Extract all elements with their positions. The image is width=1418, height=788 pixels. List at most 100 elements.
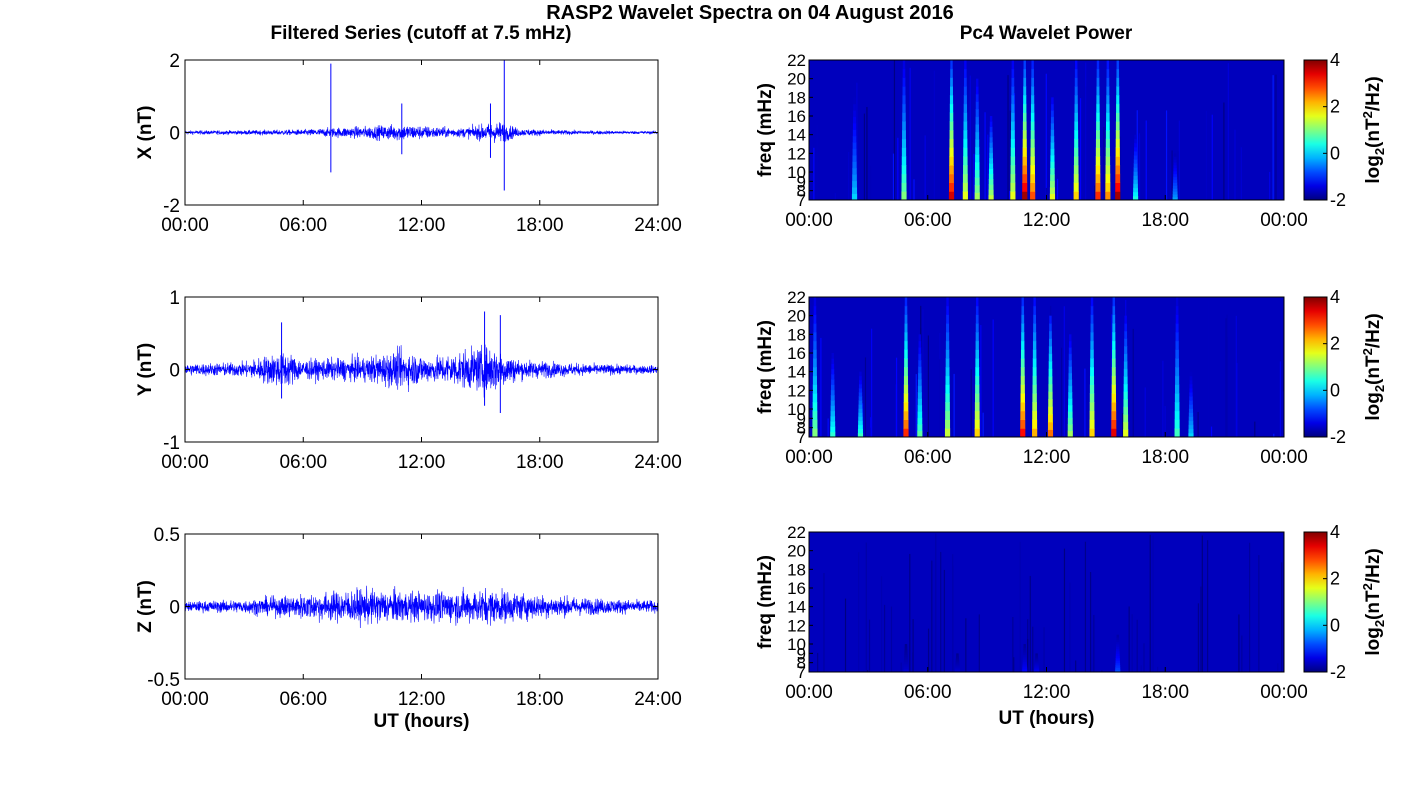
heatmap-streak-15 (1133, 191, 1139, 197)
heatmap-faint-cell (939, 359, 941, 437)
heatmap-streak-3 (1022, 661, 1027, 664)
x-tick-label: 00:00 (1260, 682, 1308, 703)
heatmap-streak-9 (1032, 428, 1038, 437)
heatmap-streak-1 (853, 97, 856, 105)
heatmap-streak-13 (1111, 393, 1117, 403)
heatmap-faint-cell (1281, 562, 1283, 672)
heatmap-streak-2 (830, 384, 835, 391)
y-tick-label: 0 (169, 598, 180, 619)
heatmap-streak-16 (1188, 420, 1194, 426)
heatmap-streak-14 (1123, 399, 1128, 408)
heatmap-streak-14 (1123, 414, 1129, 423)
heatmap-panel-2: 00:00 06:00 12:00 18:00 00:00222018161412109… (755, 287, 1387, 468)
colorbar-tick-label: -2 (1330, 662, 1346, 682)
y-tick-label: 7 (797, 663, 806, 682)
heatmap-streak-7 (975, 332, 979, 342)
heatmap-streak-2 (956, 654, 959, 657)
heatmap-streak-2 (831, 368, 835, 375)
heatmap-streak-9 (1030, 182, 1036, 192)
heatmap-streak-4 (963, 103, 968, 113)
heatmap-streak-3 (858, 424, 863, 430)
heatmap-streak-4 (904, 340, 908, 350)
heatmap-streak-14 (1123, 406, 1128, 415)
heatmap-streak-6 (989, 126, 993, 133)
heatmap-streak-16 (1172, 188, 1178, 192)
heatmap-faint-cell (1110, 314, 1113, 437)
heatmap-faint-cell (1226, 314, 1228, 437)
heatmap-faint-cell (848, 152, 850, 200)
heatmap-streak-4 (1034, 662, 1039, 665)
heatmap-streak-5 (975, 109, 979, 118)
heatmap-streak-14 (1115, 147, 1120, 157)
heatmap-faint-cell (1094, 110, 1097, 200)
heatmap-streak-9 (1032, 340, 1037, 350)
heatmap-streak-13 (1112, 349, 1116, 359)
heatmap-streak-4 (962, 173, 968, 183)
heatmap-streak-1 (852, 148, 857, 156)
y-tick-label: 9 (797, 644, 806, 663)
heatmap-streak-5 (975, 124, 979, 133)
colorbar (1303, 296, 1328, 438)
heatmap-streak-16 (1188, 424, 1194, 430)
heatmap-streak-6 (945, 384, 950, 394)
heatmap-streak-5 (975, 146, 980, 155)
heatmap-faint-cell (1277, 663, 1279, 672)
heatmap-streak-16 (1173, 170, 1177, 175)
heatmap-faint-cell (864, 357, 867, 437)
heatmap-streak-10 (1049, 315, 1052, 324)
heatmap-streak-2 (902, 86, 906, 96)
heatmap-faint-cell (820, 337, 822, 437)
heatmap-streak-1 (904, 647, 908, 650)
heatmap-streak-6 (988, 179, 994, 185)
heatmap-streak-2 (831, 358, 835, 364)
heatmap-streak-10 (1047, 421, 1053, 430)
heatmap-streak-9 (1031, 60, 1034, 70)
heatmap-streak-11 (1074, 147, 1079, 157)
heatmap-streak-2 (955, 656, 959, 659)
heatmap-streak-13 (1106, 68, 1110, 78)
heatmap-streak-6 (946, 323, 950, 333)
heatmap-streak-3 (857, 432, 864, 437)
heatmap-streak-13 (1105, 165, 1111, 175)
heatmap-streak-1 (903, 661, 909, 664)
heatmap-streak-6 (945, 349, 950, 359)
heatmap-streak-8 (1022, 112, 1027, 122)
heatmap-streak-14 (1123, 383, 1128, 392)
heatmap-streak-4 (904, 323, 908, 333)
heatmap-streak-11 (1074, 112, 1078, 122)
colorbar-tick-label: 2 (1330, 334, 1340, 354)
y-tick-label: 14 (787, 126, 806, 145)
y-axis-label: freq (mHz) (755, 83, 776, 177)
figure-title: RASP2 Wavelet Spectra on 04 August 2016 (546, 2, 954, 24)
y-tick-label: 20 (787, 542, 806, 561)
heatmap-faint-cell (1079, 98, 1082, 200)
heatmap-faint-cell (1177, 151, 1179, 200)
heatmap-streak-8 (1020, 384, 1025, 394)
heatmap-streak-11 (1068, 392, 1073, 399)
heatmap-streak-1 (852, 180, 857, 188)
heatmap-streak-4 (904, 349, 908, 359)
heatmap-faint-cell (1066, 429, 1069, 437)
heatmap-streak-9 (1030, 173, 1036, 183)
y-tick-label: -1 (163, 433, 180, 454)
heatmap-streak-8 (1020, 428, 1026, 437)
heatmap-streak-4 (904, 297, 908, 307)
heatmap-streak-12 (1096, 121, 1100, 131)
heatmap-streak-1 (852, 174, 857, 182)
y-tick-label: 1 (169, 288, 180, 309)
heatmap-streak-8 (1021, 340, 1025, 350)
x-tick-label: 06:00 (279, 689, 327, 710)
heatmap-streak-3 (1022, 663, 1027, 666)
heatmap-streak-16 (1189, 388, 1193, 393)
heatmap-streak-4 (963, 138, 968, 148)
heatmap-faint-cell (1227, 63, 1229, 200)
heatmap-streak-2 (955, 658, 960, 660)
heatmap-streak-4 (963, 77, 967, 87)
heatmap-streak-12 (1095, 165, 1101, 175)
heatmap-faint-cell (1027, 373, 1029, 437)
heatmap-streak-13 (1111, 375, 1116, 385)
heatmap-streak-6 (989, 116, 993, 122)
heatmap-streak-14 (1116, 68, 1120, 78)
heatmap-faint-cell (816, 124, 818, 200)
heatmap-cells (817, 533, 1284, 672)
